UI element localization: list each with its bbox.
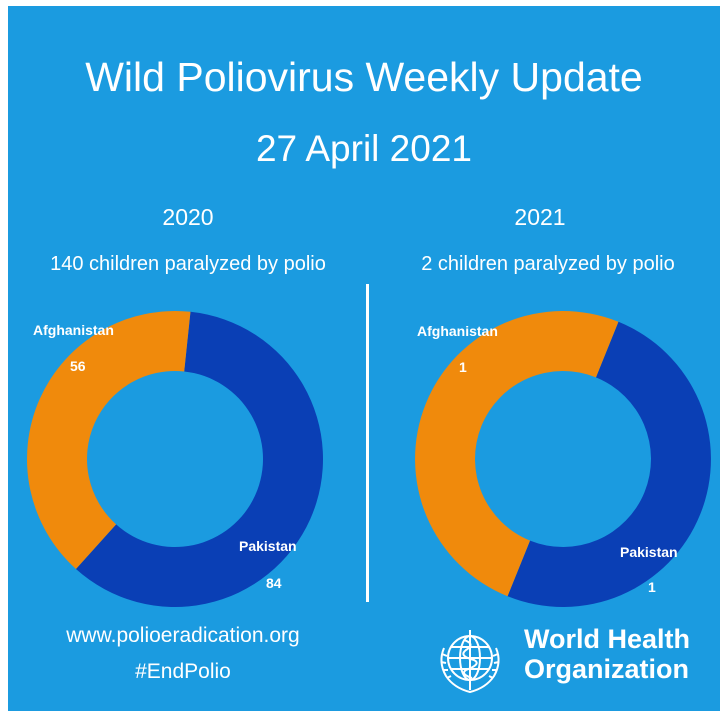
chart-2020-title: 2020 [162, 204, 214, 230]
slice-2021-afghanistan [415, 311, 619, 597]
label-2021-pakistan-name: Pakistan [620, 544, 678, 560]
slice-2020-pakistan [75, 311, 324, 607]
label-2021-afghanistan-value: 1 [459, 359, 467, 375]
infographic-card: Wild Poliovirus Weekly Update 27 April 2… [8, 6, 720, 711]
label-2020-pakistan-name: Pakistan [239, 538, 297, 554]
who-emblem-icon [440, 630, 500, 694]
website-link[interactable]: www.polioeradication.org [66, 624, 300, 647]
chart-2020-subtitle: 140 children paralyzed by polio [50, 253, 326, 275]
chart-2021-subtitle: 2 children paralyzed by polio [421, 253, 675, 275]
label-2020-afghanistan-name: Afghanistan [33, 322, 114, 338]
slice-2020-afghanistan [27, 311, 191, 569]
chart-2021-title: 2021 [514, 204, 566, 230]
slice-2021-pakistan [507, 321, 711, 607]
label-2021-afghanistan-name: Afghanistan [417, 323, 498, 339]
donut-charts: Afghanistan 56 Pakistan 84 Afghanistan 1 Pakis… [27, 311, 711, 607]
label-2020-afghanistan-value: 56 [70, 358, 86, 374]
divider [366, 284, 369, 602]
label-2020-pakistan-value: 84 [266, 575, 282, 591]
who-name-line2: Organization [524, 654, 690, 684]
label-2021-pakistan-value: 1 [648, 579, 656, 595]
who-name-line1: World Health [524, 624, 691, 654]
page-title: Wild Poliovirus Weekly Update [85, 54, 643, 100]
hashtag: #EndPolio [135, 660, 231, 683]
update-date: 27 April 2021 [255, 128, 472, 169]
